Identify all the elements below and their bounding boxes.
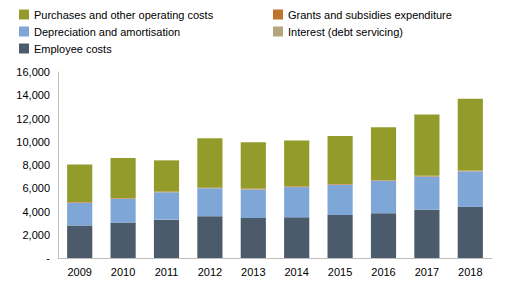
svg-text:2014: 2014: [284, 266, 308, 278]
svg-text:14,000: 14,000: [16, 89, 50, 101]
svg-text:4,000: 4,000: [22, 206, 50, 218]
svg-text:-: -: [46, 252, 50, 264]
svg-text:16,000: 16,000: [16, 66, 50, 78]
svg-text:Grants and subsidies expenditu: Grants and subsidies expenditure: [288, 9, 452, 21]
svg-text:2011: 2011: [155, 266, 179, 278]
svg-text:2012: 2012: [198, 266, 222, 278]
svg-text:8,000: 8,000: [22, 159, 50, 171]
svg-text:Purchases and other operating: Purchases and other operating costs: [34, 9, 214, 21]
svg-text:2016: 2016: [371, 266, 395, 278]
svg-text:Employee costs: Employee costs: [34, 43, 112, 55]
svg-text:2018: 2018: [458, 266, 482, 278]
svg-text:10,000: 10,000: [16, 136, 50, 148]
svg-text:2017: 2017: [415, 266, 439, 278]
svg-text:12,000: 12,000: [16, 113, 50, 125]
svg-text:Interest (debt servicing): Interest (debt servicing): [288, 26, 403, 38]
svg-text:6,000: 6,000: [22, 182, 50, 194]
svg-text:2,000: 2,000: [22, 229, 50, 241]
svg-text:2015: 2015: [328, 266, 352, 278]
svg-text:Depreciation and amortisation: Depreciation and amortisation: [34, 26, 180, 38]
svg-text:2013: 2013: [241, 266, 265, 278]
svg-text:2009: 2009: [67, 266, 91, 278]
svg-text:2010: 2010: [111, 266, 135, 278]
